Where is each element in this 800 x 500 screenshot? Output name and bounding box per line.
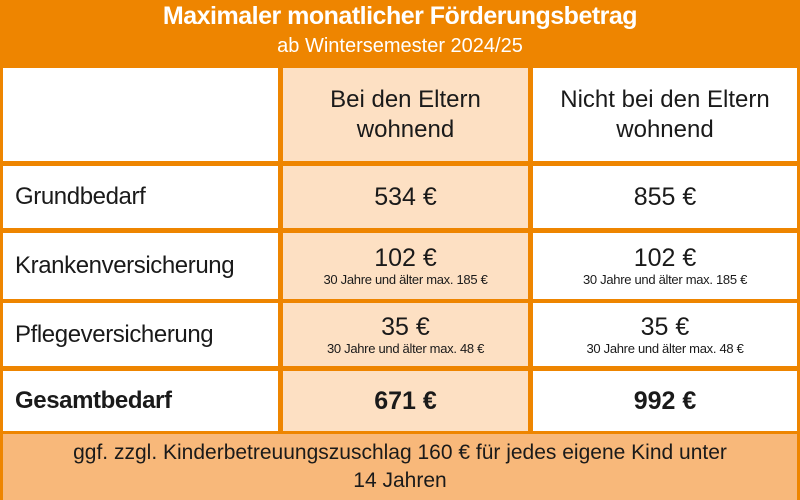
subtitle: ab Wintersemester 2024/25	[277, 35, 523, 57]
title: Maximaler monatlicher Förderungsbetrag	[162, 2, 638, 30]
row-label-cell: Grundbedarf	[3, 166, 278, 228]
corner-cell	[3, 68, 278, 161]
row-label: Krankenversicherung	[15, 252, 235, 279]
row-label: Pflegeversicherung	[15, 320, 214, 348]
value-cell: 102 €30 Jahre und älter max. 185 €	[533, 233, 797, 299]
amount: 671 €	[374, 387, 437, 415]
row-label: Grundbedarf	[15, 183, 146, 210]
row-label-cell: Gesamtbedarf	[3, 371, 278, 431]
value-cell: 855 €	[533, 166, 797, 228]
value-cell: 992 €	[533, 371, 797, 431]
amount: 534 €	[374, 183, 437, 211]
amount: 855 €	[633, 183, 697, 211]
amount: 102 €	[374, 244, 437, 272]
amount: 35 €	[640, 312, 690, 341]
column-header: Bei den Eltern wohnend	[330, 85, 481, 143]
row-label-cell: Krankenversicherung	[3, 233, 278, 299]
note: 30 Jahre und älter max. 48 €	[326, 340, 485, 356]
amount: 992 €	[633, 387, 697, 415]
value-cell: 534 €	[283, 166, 528, 228]
footer: ggf. zzgl. Kinderbetreuungszuschlag 160 …	[3, 434, 797, 500]
value-cell: 671 €	[283, 371, 528, 431]
column-header-cell: Bei den Eltern wohnend	[283, 68, 528, 161]
column-header-cell: Nicht bei den Eltern wohnend	[533, 68, 797, 161]
amount: 102 €	[633, 244, 697, 272]
column-header: Nicht bei den Eltern wohnend	[560, 85, 770, 143]
note: 30 Jahre und älter max. 185 €	[582, 272, 748, 287]
footer-text: ggf. zzgl. Kinderbetreuungszuschlag 160 …	[73, 441, 727, 492]
note: 30 Jahre und älter max. 48 €	[586, 340, 744, 356]
value-cell: 35 €30 Jahre und älter max. 48 €	[533, 303, 797, 366]
row-label-cell: Pflegeversicherung	[3, 303, 278, 366]
row-label: Gesamtbedarf	[15, 387, 172, 414]
value-cell: 102 €30 Jahre und älter max. 185 €	[283, 233, 528, 299]
value-cell: 35 €30 Jahre und älter max. 48 €	[283, 303, 528, 366]
note: 30 Jahre und älter max. 185 €	[323, 272, 488, 287]
amount: 35 €	[381, 312, 430, 341]
